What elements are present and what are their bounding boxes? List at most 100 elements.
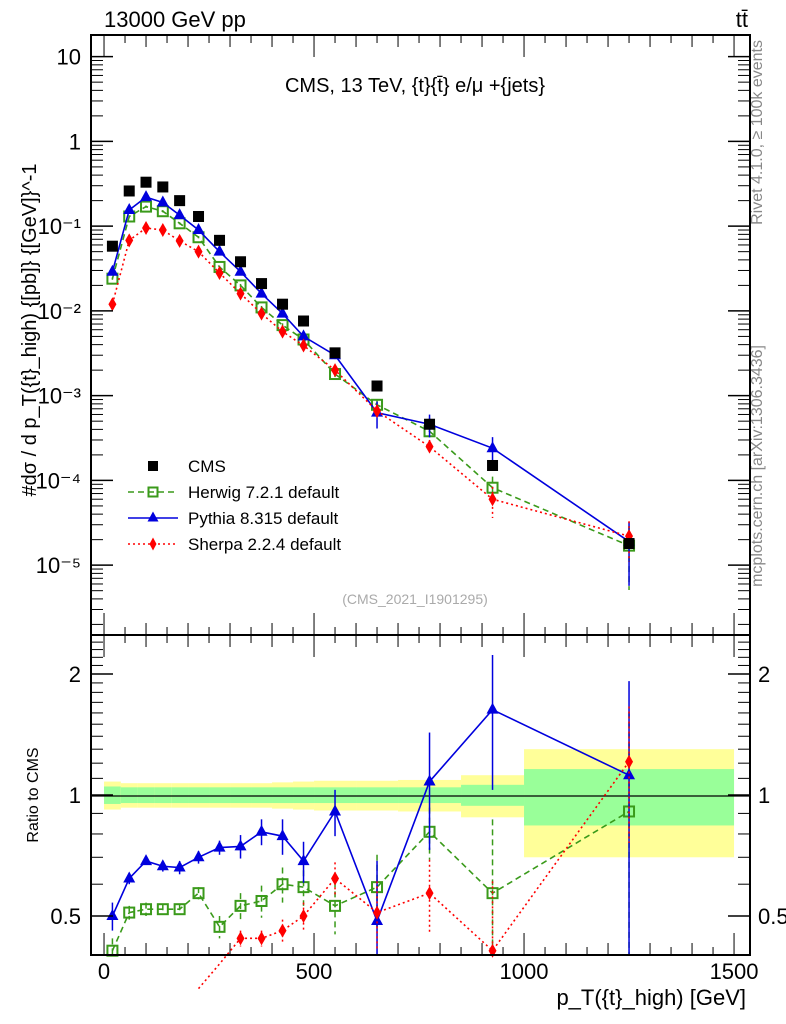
stat-uncertainty-band xyxy=(230,787,252,804)
y-tick-label: 10⁻¹ xyxy=(38,214,81,239)
ratio-line xyxy=(197,761,630,990)
data-point xyxy=(297,329,310,341)
legend-label: CMS xyxy=(188,457,226,476)
data-point xyxy=(194,244,203,259)
data-point xyxy=(425,439,434,454)
ratio-point xyxy=(329,899,342,912)
data-point xyxy=(142,221,151,236)
data-point xyxy=(156,195,169,207)
y-tick-label: 10⁻³ xyxy=(38,384,81,409)
series-line xyxy=(111,227,630,537)
series-sherpa xyxy=(108,221,634,562)
stat-uncertainty-band xyxy=(293,787,315,804)
ratio-point xyxy=(276,829,289,841)
ratio-point xyxy=(234,839,247,851)
ratio-point xyxy=(255,824,268,836)
data-point xyxy=(123,203,136,215)
data-point xyxy=(235,256,247,268)
data-point xyxy=(173,208,186,220)
data-point xyxy=(213,244,226,256)
ratio-y-tick-label-right: 2 xyxy=(758,662,770,687)
ratio-point xyxy=(331,871,340,886)
data-point xyxy=(277,298,289,310)
data-point xyxy=(488,492,497,507)
ratio-point xyxy=(255,894,268,907)
x-tick-label: 1000 xyxy=(500,959,549,984)
ratio-point xyxy=(276,878,289,891)
data-point xyxy=(140,176,152,188)
y-tick-label: 10 xyxy=(57,45,81,70)
main-title: CMS, 13 TeV, {t}{t̄} e/μ +{jets} xyxy=(285,75,545,97)
data-point xyxy=(256,278,268,290)
data-point xyxy=(234,264,247,276)
main-panel: 10 1 10⁻¹ 10⁻² 10⁻³ 10⁻⁴ 10⁻⁵ CMS, 13 TeV, {t}… xyxy=(19,34,751,955)
analysis-tag: (CMS_2021_I1901295) xyxy=(342,591,488,607)
data-point xyxy=(193,210,205,222)
y-tick-label: 10⁻⁵ xyxy=(36,553,81,578)
ratio-point xyxy=(234,899,247,912)
data-point xyxy=(623,538,635,550)
data-point xyxy=(123,185,135,197)
data-point xyxy=(257,306,266,321)
legend-entry: Sherpa 2.2.4 default xyxy=(128,535,341,554)
data-point xyxy=(125,233,134,248)
legend-marker xyxy=(148,461,158,471)
header-right-label: tt̄ xyxy=(736,7,748,32)
ratio-point xyxy=(173,903,186,916)
ratio-point xyxy=(123,871,136,883)
legend-marker xyxy=(147,486,159,498)
ratio-point xyxy=(213,840,226,852)
ratio-point xyxy=(140,903,153,916)
ratio-point xyxy=(623,768,636,780)
ratio-point xyxy=(625,754,634,769)
data-point xyxy=(299,338,308,353)
x-tick-label: 1500 xyxy=(710,959,759,984)
ratio-point xyxy=(486,702,499,714)
stat-uncertainty-band xyxy=(251,787,273,804)
data-point xyxy=(192,223,205,235)
legend-label: Herwig 7.2.1 default xyxy=(188,483,339,502)
data-point xyxy=(215,266,224,281)
series-herwig xyxy=(106,200,636,590)
data-point xyxy=(331,363,340,378)
ratio-point xyxy=(373,905,382,920)
ratio-y-axis-label: Ratio to CMS xyxy=(25,747,42,842)
data-point xyxy=(329,347,341,359)
data-point xyxy=(106,240,118,252)
ratio-axis-ticks: 0.5 0.5 1 1 2 2 0 500 1000 1500 xyxy=(50,641,786,984)
data-point xyxy=(106,264,119,276)
y-tick-label: 10⁻² xyxy=(38,299,81,324)
ratio-y-tick-label: 0.5 xyxy=(50,904,81,929)
data-point xyxy=(255,286,268,298)
y-tick-label: 1 xyxy=(69,129,81,154)
data-point xyxy=(157,181,169,193)
stat-uncertainty-band xyxy=(209,787,231,804)
stat-uncertainty-band xyxy=(461,784,525,806)
mcplots-label: mcplots.cern.ch [arXiv:1306.3436] xyxy=(749,345,766,587)
stat-uncertainty-band xyxy=(356,787,399,804)
data-point xyxy=(158,223,167,238)
data-point xyxy=(140,200,153,213)
ratio-uncertainty-bands xyxy=(104,749,735,858)
data-point xyxy=(140,190,153,202)
stat-uncertainty-band xyxy=(120,787,138,804)
legend-entry: Pythia 8.315 default xyxy=(128,509,339,528)
main-axis-ticks: 10 1 10⁻¹ 10⁻² 10⁻³ 10⁻⁴ 10⁻⁵ xyxy=(35,35,750,955)
ratio-point xyxy=(192,887,205,900)
data-point xyxy=(373,403,382,418)
header-left-label: 13000 GeV pp xyxy=(104,7,246,32)
ratio-point xyxy=(299,909,308,924)
data-point xyxy=(276,306,289,318)
data-point xyxy=(278,324,287,339)
ratio-series-sherpa xyxy=(197,706,634,990)
ratio-point xyxy=(123,906,136,919)
x-tick-label: 500 xyxy=(296,959,333,984)
data-point xyxy=(175,233,184,248)
legend-entry: Herwig 7.2.1 default xyxy=(128,483,339,502)
x-axis-label: p_T({t}_high) [GeV] xyxy=(556,985,746,1010)
ratio-point xyxy=(236,931,245,946)
data-point xyxy=(236,286,245,301)
ratio-point xyxy=(278,923,287,938)
main-y-axis-label: #dσ / d p_T({t}_high) {[pb]} {[GeV]}^-1 xyxy=(19,163,41,496)
